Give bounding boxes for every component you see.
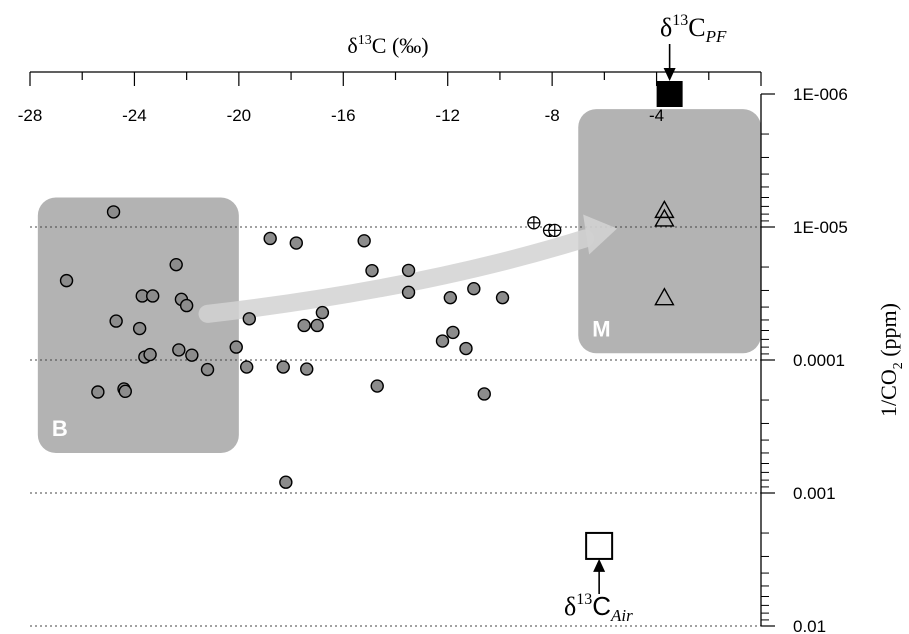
data-point — [263, 231, 277, 246]
data-point — [310, 318, 324, 333]
region-label-b: B — [52, 416, 68, 441]
data-point — [185, 348, 199, 362]
data-point-triangle — [654, 208, 675, 227]
data-point-crossed — [548, 223, 562, 238]
data-point — [446, 325, 460, 340]
data-point — [300, 362, 314, 376]
data-point — [365, 263, 379, 278]
data-point — [459, 341, 473, 356]
annotation-delta-air-sup: 13 — [576, 591, 592, 608]
data-point — [297, 318, 311, 333]
data-point — [91, 385, 105, 399]
y-tick-label: 0.01 — [793, 617, 826, 634]
data-point-air-square — [585, 531, 614, 560]
trend-arrow-shaft — [198, 229, 595, 323]
data-point — [315, 305, 330, 320]
annotation-arrowhead-air — [593, 558, 606, 572]
annotation-delta-pf-prefix: δ — [660, 13, 672, 42]
x-tick-label: -8 — [545, 106, 560, 125]
region-m — [578, 109, 761, 354]
x-tick-label: -20 — [227, 106, 252, 125]
annotation-delta-air-main: C — [592, 591, 611, 621]
annotation-delta-pf-sup: 13 — [672, 12, 688, 29]
data-point-crossed — [527, 216, 541, 230]
data-point-triangle — [654, 287, 675, 306]
x-tick-label: -4 — [649, 106, 664, 125]
labels-layer: BM — [52, 316, 611, 441]
annotation-delta-air-prefix: δ — [564, 592, 576, 621]
data-point — [276, 360, 290, 374]
data-point — [118, 384, 132, 399]
data-point — [289, 236, 303, 250]
points-layer — [59, 81, 683, 560]
data-point — [370, 379, 384, 393]
data-point — [443, 290, 458, 305]
data-point — [229, 340, 243, 354]
data-point — [109, 314, 123, 328]
x-axis-title-prefix: δ — [347, 33, 357, 58]
data-point — [143, 347, 157, 362]
data-point — [357, 234, 371, 248]
data-point — [495, 290, 510, 305]
data-point — [401, 263, 416, 278]
data-point — [200, 362, 215, 377]
annotation-arrowhead-pf — [663, 68, 676, 81]
y-axis-title: 1/CO2 (ppm) — [876, 303, 906, 417]
data-point — [179, 298, 194, 313]
annotation-delta-air: δ13CAir — [564, 591, 633, 625]
x-tick-label: -16 — [331, 106, 356, 125]
annotation-delta-pf-main: C — [688, 13, 705, 42]
data-point — [467, 281, 481, 296]
y-tick-label: 1E-006 — [793, 85, 848, 104]
data-point — [239, 360, 254, 374]
y-axis-title-sub: 2 — [891, 362, 906, 369]
trend-arrow-layer — [198, 214, 618, 323]
region-label-m: M — [592, 316, 610, 341]
data-point — [169, 257, 183, 272]
x-tick-label: -12 — [435, 106, 460, 125]
data-point — [106, 205, 121, 219]
data-point — [242, 312, 257, 326]
data-point — [172, 343, 186, 357]
x-tick-label: -28 — [18, 106, 43, 125]
data-point-triangle — [654, 199, 675, 219]
annotation-delta-pf: δ13CPF — [660, 12, 727, 46]
data-point — [59, 273, 74, 288]
axes-layer: -28 -24 -20 -16 -12 -8 -4 1E-006 1E-005 0.0001 0.0… — [18, 44, 848, 634]
data-point-pf-square — [656, 81, 683, 107]
data-point — [435, 334, 450, 348]
annotation-delta-pf-sub: PF — [705, 27, 727, 46]
annotation-delta-air-sub: Air — [610, 606, 633, 625]
y-axis-title-main: 1/CO — [876, 369, 901, 417]
data-point — [146, 289, 160, 303]
y-tick-label: 1E-005 — [793, 218, 848, 237]
y-tick-label: 0.0001 — [793, 351, 845, 370]
x-axis-title-sup: 13 — [358, 33, 372, 48]
y-tick-label: 0.001 — [793, 484, 836, 503]
x-axis-title-main: C (‰) — [372, 33, 429, 58]
data-point — [279, 475, 293, 489]
data-point — [132, 321, 147, 336]
x-tick-label: -24 — [122, 106, 147, 125]
y-axis-title-suffix: (ppm) — [876, 303, 901, 362]
trend-arrow-head — [583, 214, 618, 255]
data-point — [477, 387, 491, 401]
x-axis-title: δ13C (‰) — [347, 33, 428, 58]
data-point — [401, 285, 416, 300]
